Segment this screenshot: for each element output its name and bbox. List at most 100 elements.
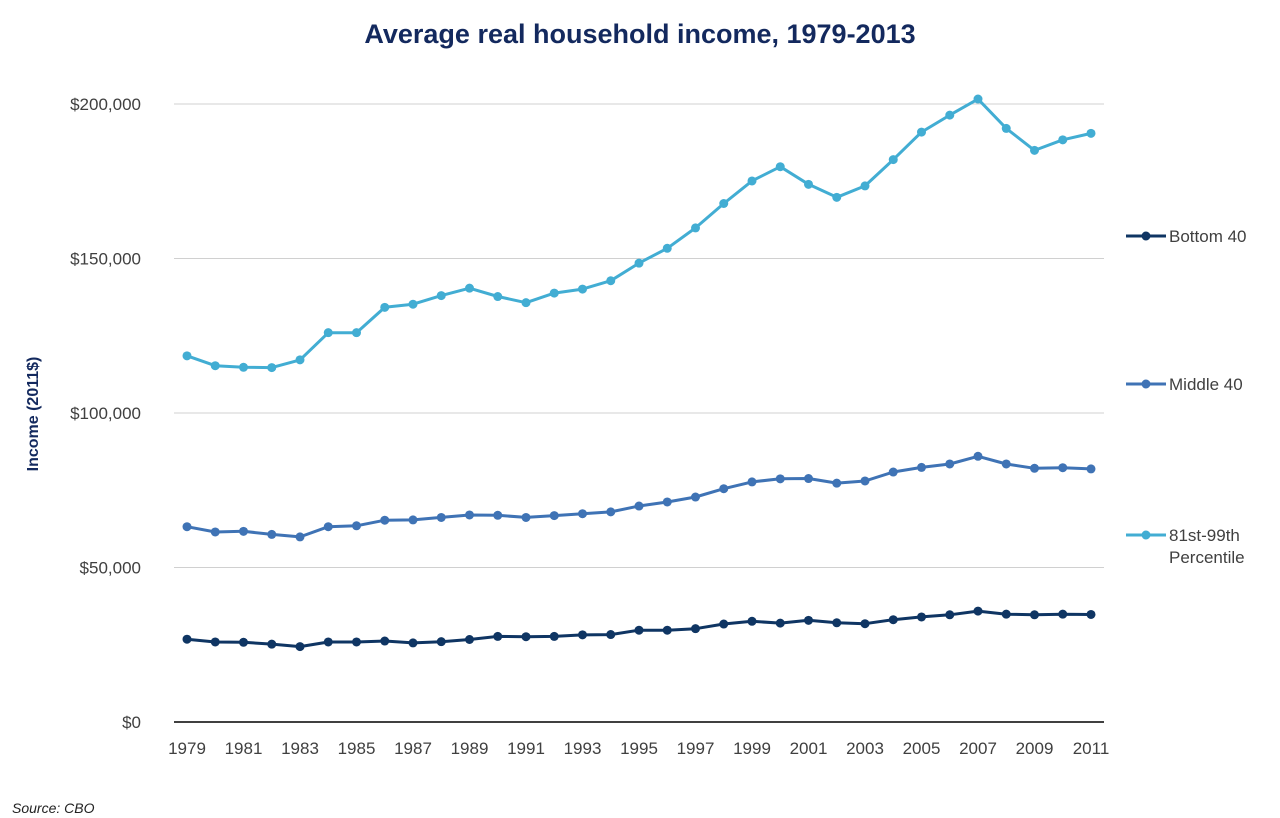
data-point bbox=[973, 451, 983, 461]
x-tick-label: 1999 bbox=[733, 739, 771, 758]
data-point bbox=[521, 298, 531, 308]
y-tick-label: $50,000 bbox=[80, 559, 141, 578]
data-point bbox=[465, 510, 474, 520]
data-point bbox=[719, 484, 729, 494]
data-point bbox=[295, 642, 305, 652]
data-point bbox=[465, 283, 474, 293]
data-point bbox=[239, 526, 248, 536]
data-point bbox=[691, 492, 700, 502]
data-point bbox=[408, 515, 418, 525]
legend-item: Bottom 40 bbox=[1126, 227, 1247, 246]
data-point bbox=[436, 512, 446, 522]
data-point bbox=[380, 515, 390, 525]
data-point bbox=[549, 511, 559, 521]
legend-marker bbox=[1141, 379, 1151, 389]
data-point bbox=[352, 637, 361, 647]
data-point bbox=[804, 179, 813, 189]
data-point bbox=[775, 618, 785, 628]
legend-marker bbox=[1141, 530, 1151, 540]
data-point bbox=[804, 474, 813, 484]
data-point bbox=[634, 258, 644, 268]
gridlines bbox=[174, 103, 1104, 568]
x-tick-label: 2003 bbox=[846, 739, 884, 758]
data-point bbox=[973, 606, 983, 616]
series-group bbox=[182, 94, 1096, 373]
data-point bbox=[888, 615, 898, 625]
data-point bbox=[973, 94, 983, 104]
data-point bbox=[323, 522, 333, 532]
data-point bbox=[1030, 610, 1039, 620]
data-point bbox=[832, 478, 842, 488]
y-tick-label: $200,000 bbox=[70, 95, 141, 114]
x-tick-label: 1989 bbox=[451, 739, 489, 758]
data-point bbox=[549, 288, 559, 298]
data-point bbox=[634, 501, 644, 511]
data-point bbox=[493, 292, 503, 302]
data-point bbox=[1058, 463, 1068, 473]
data-point bbox=[267, 639, 277, 649]
data-point bbox=[408, 299, 418, 309]
data-point bbox=[210, 637, 220, 647]
data-point bbox=[380, 302, 390, 312]
legend-label: Bottom 40 bbox=[1169, 227, 1247, 246]
x-tick-label: 2009 bbox=[1016, 739, 1054, 758]
x-tick-label: 2005 bbox=[903, 739, 941, 758]
legend-item: Middle 40 bbox=[1126, 375, 1243, 394]
x-tick-label: 1987 bbox=[394, 739, 432, 758]
data-point bbox=[182, 634, 192, 644]
data-point bbox=[662, 497, 672, 507]
y-tick-label: $150,000 bbox=[70, 250, 141, 269]
data-point bbox=[493, 510, 503, 520]
data-point bbox=[352, 521, 361, 531]
data-point bbox=[210, 527, 220, 537]
data-point bbox=[521, 512, 531, 522]
data-point bbox=[917, 462, 926, 472]
data-point bbox=[436, 637, 446, 647]
series-group bbox=[182, 451, 1096, 542]
data-point bbox=[747, 176, 757, 186]
data-point bbox=[578, 630, 587, 640]
data-point bbox=[606, 276, 616, 286]
data-point bbox=[210, 361, 220, 371]
data-point bbox=[465, 634, 474, 644]
data-point bbox=[1001, 459, 1011, 469]
x-tick-label: 1995 bbox=[620, 739, 658, 758]
data-point bbox=[323, 328, 333, 338]
data-point bbox=[1086, 128, 1096, 138]
data-point bbox=[1086, 464, 1096, 474]
data-point bbox=[408, 638, 418, 648]
data-point bbox=[832, 192, 842, 202]
y-tick-labels: $0 $50,000 $100,000 $150,000 $200,000 bbox=[70, 95, 141, 732]
data-point bbox=[1058, 609, 1068, 619]
legend-label: 81st-99th Percentile bbox=[1169, 526, 1245, 567]
data-point bbox=[182, 522, 192, 532]
data-point bbox=[1030, 463, 1039, 473]
x-tick-label: 1981 bbox=[225, 739, 263, 758]
legend: Bottom 40 Middle 40 81st-99th Percentile bbox=[1126, 227, 1247, 567]
data-point bbox=[352, 328, 361, 338]
x-tick-label: 2001 bbox=[790, 739, 828, 758]
data-point bbox=[719, 198, 729, 208]
data-point bbox=[267, 529, 277, 539]
data-point bbox=[945, 610, 955, 620]
y-tick-label: $100,000 bbox=[70, 404, 141, 423]
x-tick-labels: 1979 1981 1983 1985 1987 1989 1991 1993 1995 1997… bbox=[168, 739, 1109, 758]
chart-title: Average real household income, 1979-2013 bbox=[364, 19, 915, 49]
data-point bbox=[606, 507, 616, 517]
data-point bbox=[295, 355, 305, 365]
data-point bbox=[832, 618, 842, 628]
data-point bbox=[239, 362, 248, 372]
data-point bbox=[634, 625, 644, 635]
legend-marker bbox=[1141, 231, 1151, 241]
data-point bbox=[380, 636, 390, 646]
y-tick-label: $0 bbox=[122, 713, 141, 732]
legend-label: Middle 40 bbox=[1169, 375, 1243, 394]
data-point bbox=[888, 467, 898, 477]
data-point bbox=[182, 351, 192, 361]
series-line bbox=[186, 97, 1092, 370]
x-tick-label: 2011 bbox=[1073, 739, 1110, 758]
x-tick-label: 1991 bbox=[507, 739, 545, 758]
data-point bbox=[860, 619, 870, 629]
data-point bbox=[549, 631, 559, 641]
data-point bbox=[804, 615, 813, 625]
